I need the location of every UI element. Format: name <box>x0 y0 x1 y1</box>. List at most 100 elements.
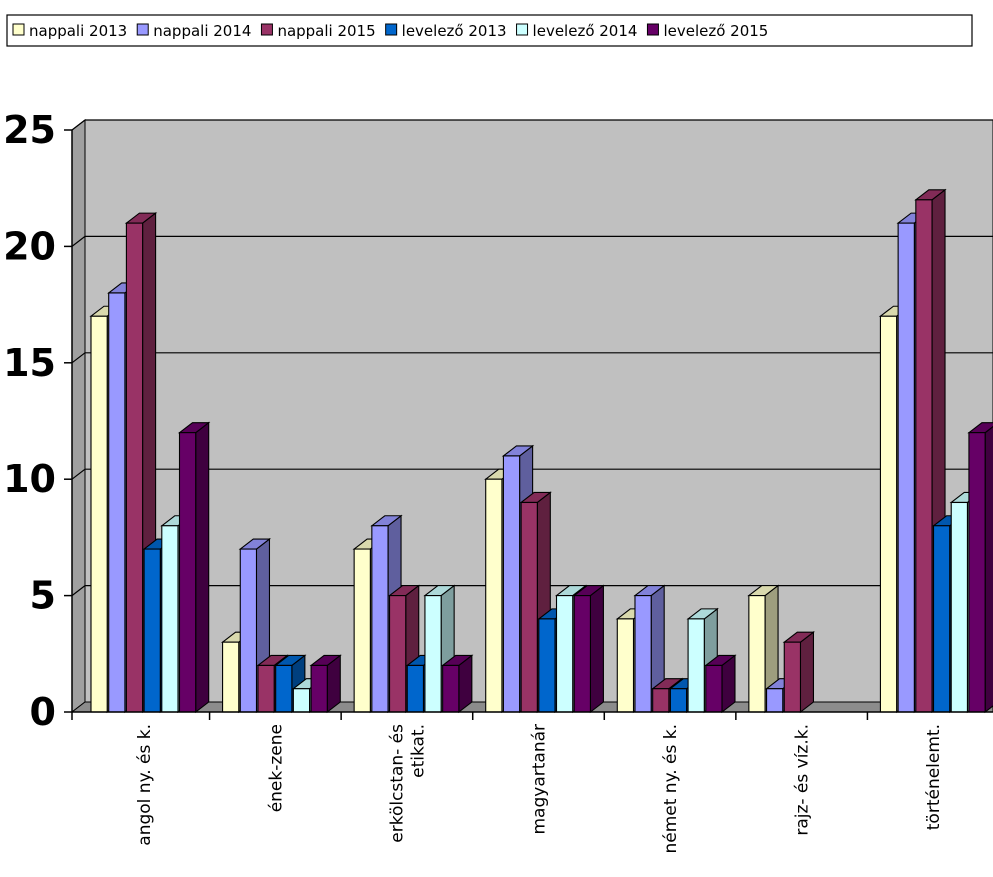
legend-item: nappali 2015 <box>261 22 375 40</box>
plot-side-wall <box>72 120 85 712</box>
bar <box>784 632 813 712</box>
bar-front <box>407 665 423 712</box>
bar <box>706 655 735 712</box>
bar-front <box>706 665 722 712</box>
bar-front <box>223 642 239 712</box>
bar-front <box>311 665 327 712</box>
bar-front <box>880 316 896 712</box>
bar <box>443 655 472 712</box>
bar-side <box>800 632 813 712</box>
bar-front <box>617 619 633 712</box>
bar-front <box>934 526 950 712</box>
bar-front <box>180 433 196 712</box>
bar-front <box>969 433 985 712</box>
x-tick-line: német ny. és k. <box>661 724 681 854</box>
bar-front <box>670 689 686 712</box>
x-tick-text: angol ny. és k. <box>135 724 155 846</box>
bar-front <box>916 200 932 712</box>
bar-front <box>240 549 256 712</box>
y-tick-label: 5 <box>30 574 56 618</box>
legend-label: levelező 2014 <box>533 22 638 40</box>
bar-front <box>144 549 160 712</box>
legend-swatch <box>647 24 658 35</box>
x-tick-text: rajz- és víz.k. <box>793 724 813 836</box>
bar-front <box>951 502 967 712</box>
x-tick-label: rajz- és víz.k. <box>793 724 813 836</box>
x-tick-label: erkölcstan- ésetikat. <box>387 724 428 843</box>
x-tick-line: történelemt. <box>924 724 944 830</box>
bar <box>574 586 603 712</box>
bar-front <box>372 526 388 712</box>
bar-front <box>109 293 125 712</box>
x-tick-line: rajz- és víz.k. <box>793 724 813 836</box>
legend-label: nappali 2015 <box>277 22 375 40</box>
legend-label: nappali 2014 <box>153 22 251 40</box>
bar-front <box>486 479 502 712</box>
bar <box>180 423 209 712</box>
legend-label: levelező 2013 <box>402 22 507 40</box>
bar-front <box>276 665 292 712</box>
legend-label: levelező 2015 <box>663 22 768 40</box>
x-tick-line: ének-zene <box>266 724 286 812</box>
x-tick-label: történelemt. <box>924 724 944 830</box>
y-tick-label: 0 <box>30 690 56 734</box>
bar-front <box>653 689 669 712</box>
bar-front <box>557 596 573 712</box>
bar-front <box>258 665 274 712</box>
x-tick-label: német ny. és k. <box>661 724 681 854</box>
x-tick-text: német ny. és k. <box>661 724 681 854</box>
x-tick-text: magyartanár <box>530 724 550 835</box>
x-tick-line: etikat. <box>408 724 428 778</box>
bar-front <box>293 689 309 712</box>
legend-item: levelező 2013 <box>386 22 507 40</box>
x-tick-text: ének-zene <box>266 724 286 812</box>
bar-front <box>503 456 519 712</box>
legend-item: levelező 2014 <box>517 22 638 40</box>
legend-item: nappali 2014 <box>137 22 251 40</box>
bar-front <box>749 596 765 712</box>
x-tick-text: történelemt. <box>924 724 944 830</box>
legend-item: levelező 2015 <box>647 22 768 40</box>
x-tick-label: magyartanár <box>530 724 550 835</box>
bar-front <box>635 596 651 712</box>
legend-item: nappali 2013 <box>13 22 127 40</box>
bar-front <box>91 316 107 712</box>
x-tick-line: magyartanár <box>530 724 550 835</box>
y-tick-label: 10 <box>3 457 56 501</box>
bar-front <box>390 596 406 712</box>
legend-swatch <box>517 24 528 35</box>
x-tick-label: angol ny. és k. <box>135 724 155 846</box>
legend-swatch <box>137 24 148 35</box>
bar-front <box>767 689 783 712</box>
bar-front <box>521 502 537 712</box>
y-tick-label: 25 <box>3 108 56 152</box>
bar-front <box>539 619 555 712</box>
bar-front <box>784 642 800 712</box>
bar <box>969 423 993 712</box>
x-tick-label: ének-zene <box>266 724 286 812</box>
bar-front <box>126 223 142 712</box>
x-tick-text: erkölcstan- ésetikat. <box>387 724 428 843</box>
bar-front <box>425 596 441 712</box>
bar <box>311 655 340 712</box>
bar-side <box>196 423 209 712</box>
bar-front <box>898 223 914 712</box>
legend: nappali 2013 nappali 2014 nappali 2015 leve… <box>7 15 972 46</box>
y-tick-label: 20 <box>3 224 56 268</box>
y-tick-label: 15 <box>3 341 56 385</box>
bar-side <box>590 586 603 712</box>
bar-front <box>162 526 178 712</box>
x-tick-line: erkölcstan- és <box>387 724 407 843</box>
bar-front <box>574 596 590 712</box>
bar-front <box>354 549 370 712</box>
bar-side <box>985 423 993 712</box>
plot-area: 0 5 10 15 20 25 angol ny. és k. ének-zene erköl… <box>3 108 993 854</box>
bar-front <box>688 619 704 712</box>
legend-label: nappali 2013 <box>29 22 127 40</box>
legend-swatch <box>261 24 272 35</box>
x-tick-line: angol ny. és k. <box>135 724 155 846</box>
legend-swatch <box>386 24 397 35</box>
bar-front <box>443 665 459 712</box>
legend-swatch <box>13 24 24 35</box>
